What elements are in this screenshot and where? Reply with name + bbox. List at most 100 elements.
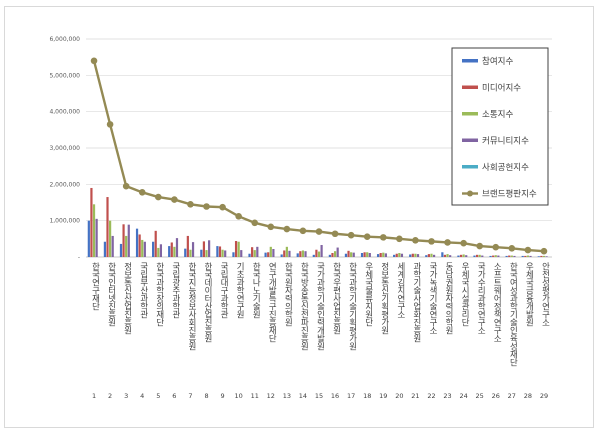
legend-swatch — [462, 85, 478, 89]
bar — [267, 252, 270, 257]
category-number: 13 — [283, 392, 291, 400]
bar — [141, 239, 144, 257]
category-number: 20 — [395, 392, 403, 400]
bar — [312, 254, 315, 257]
bar — [376, 254, 380, 257]
bar — [170, 242, 173, 257]
bar — [269, 246, 272, 257]
bar — [508, 255, 511, 257]
legend-label: 사회공헌지수 — [482, 163, 529, 173]
category-number: 8 — [204, 392, 208, 400]
bar — [443, 254, 447, 257]
category-label: 한국과학창의재단 — [155, 262, 165, 326]
legend-swatch — [462, 138, 478, 142]
bar — [411, 253, 414, 257]
bar — [398, 253, 401, 257]
bar — [379, 253, 382, 257]
category-number: 26 — [492, 392, 500, 400]
bar — [347, 250, 350, 257]
x-axis: 한국연구재단 1 한국인터넷진흥원 2 정보통신산업진흥원 3 국립부산과학관 4 한국과학창의… — [91, 261, 551, 400]
line-point — [203, 203, 210, 210]
bar — [352, 252, 355, 257]
bar — [205, 250, 208, 257]
bar — [315, 249, 318, 257]
y-tick-label: 6,000,000 — [49, 36, 80, 43]
bar — [478, 254, 481, 257]
line-point — [315, 228, 323, 235]
bar — [157, 247, 160, 257]
bar — [473, 255, 476, 257]
bar — [414, 253, 417, 257]
legend-swatch — [462, 59, 478, 63]
line-series — [90, 57, 548, 255]
bar — [95, 218, 98, 257]
category-label: 과학기술사업화진흥원 — [412, 262, 422, 342]
bar — [542, 255, 546, 257]
bar — [90, 187, 93, 257]
category-label: 국립대구과학관 — [220, 262, 230, 318]
bar — [122, 224, 125, 257]
bar — [296, 253, 299, 257]
bar — [232, 252, 235, 257]
bar — [526, 255, 529, 257]
bar — [497, 255, 500, 257]
bar — [216, 246, 219, 257]
category-number: 1 — [92, 392, 96, 400]
category-number: 17 — [347, 392, 355, 400]
category-label: 한국우편사업진흥원 — [332, 262, 342, 334]
category-label: 안전성평가연구소 — [541, 261, 551, 326]
category-label: 기초과학연구원 — [236, 262, 246, 318]
bar — [224, 250, 227, 257]
line-point — [379, 234, 387, 241]
line-point — [444, 239, 451, 246]
bar-series — [87, 187, 548, 257]
legend-line-marker — [467, 190, 473, 197]
bar — [545, 256, 548, 257]
category-label: 한국원자력의학원 — [284, 262, 294, 326]
bar — [272, 249, 275, 257]
bar — [462, 254, 465, 257]
category-label: 한국방송통신전파진흥원 — [300, 262, 310, 350]
bar — [299, 251, 302, 257]
bar — [168, 246, 171, 257]
line-point — [460, 239, 467, 247]
bar — [430, 253, 433, 257]
bar — [280, 254, 283, 257]
bar — [529, 255, 532, 257]
line-point — [347, 231, 355, 239]
legend-label: 미디어지수 — [482, 83, 521, 94]
bar — [366, 252, 369, 257]
bar — [304, 251, 307, 257]
bar — [363, 252, 366, 257]
bar — [459, 254, 463, 257]
category-label: 연구개발특구진흥재단 — [268, 262, 278, 342]
category-number: 15 — [315, 392, 323, 400]
bar — [416, 254, 420, 257]
category-number: 27 — [508, 392, 516, 400]
line-point — [122, 182, 130, 190]
bar — [253, 250, 256, 257]
category-number: 4 — [140, 392, 144, 400]
bar — [360, 253, 364, 257]
category-number: 25 — [476, 392, 484, 400]
bar — [256, 246, 259, 257]
bar — [125, 235, 128, 257]
category-label: 국가수리과학연구소 — [477, 262, 487, 334]
bar — [425, 255, 428, 257]
category-label: 한국인터넷진흥원 — [107, 262, 117, 326]
category-label: 정보통신기획평가원 — [380, 261, 390, 334]
category-label: 정보통신산업진흥원 — [123, 261, 133, 334]
bar — [87, 220, 90, 257]
category-number: 19 — [379, 392, 387, 400]
line-point — [187, 201, 194, 208]
bar — [208, 240, 211, 257]
category-number: 23 — [443, 392, 451, 400]
line-point — [138, 189, 146, 196]
bar — [251, 247, 254, 257]
line-point — [90, 57, 98, 65]
bar — [492, 255, 495, 257]
bar — [189, 249, 192, 257]
category-number: 24 — [459, 392, 467, 400]
category-label: 소프트웨어정책연구소 — [493, 262, 503, 342]
category-number: 6 — [172, 392, 176, 400]
